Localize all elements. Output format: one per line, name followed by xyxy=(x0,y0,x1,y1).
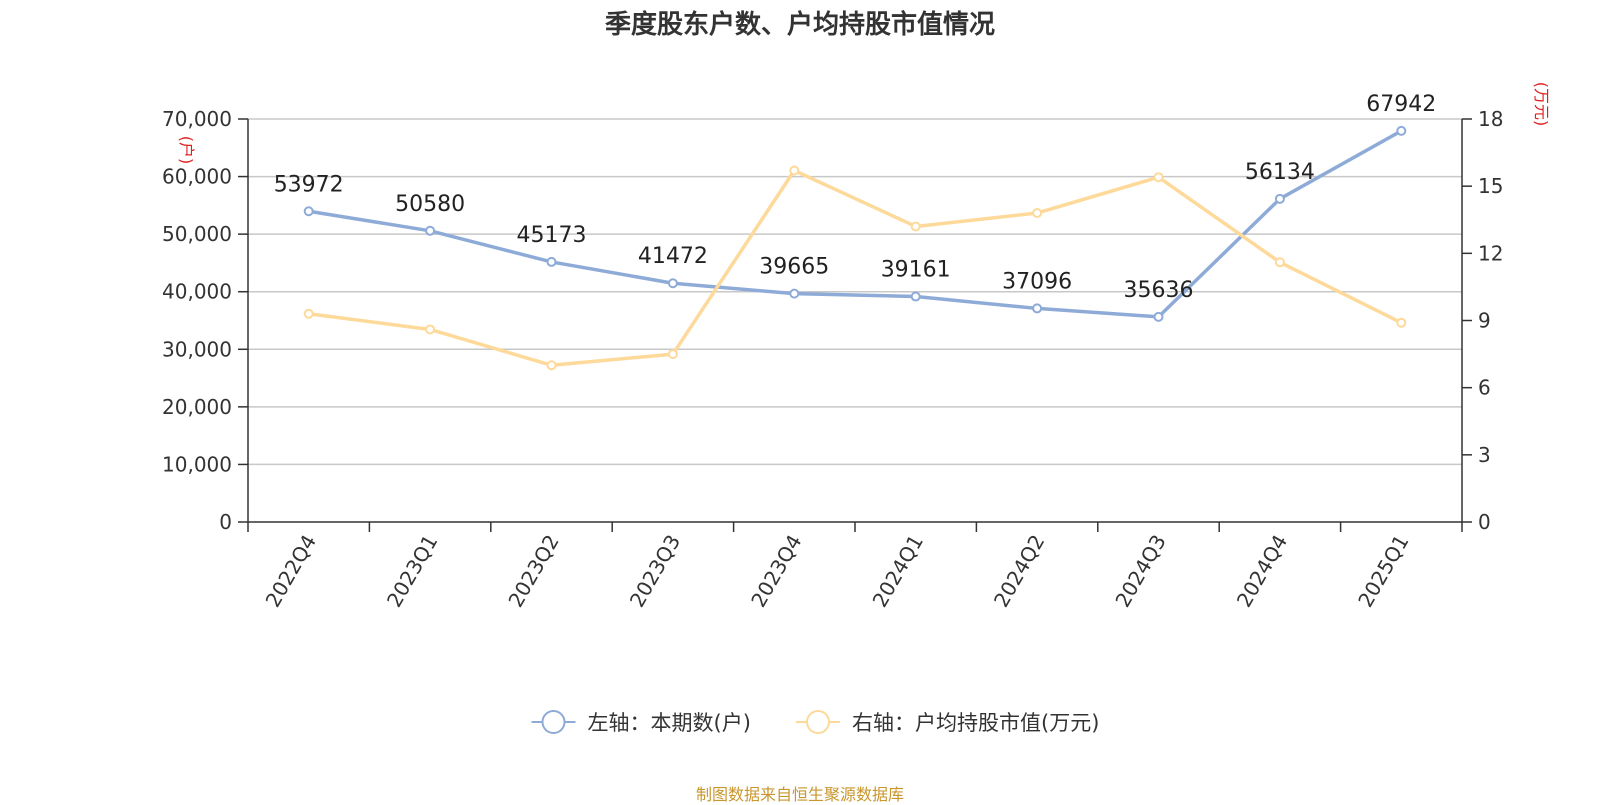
legend: 左轴：本期数(户) 右轴：户均持股市值(万元) xyxy=(531,710,1099,735)
legend-item-2: 右轴：户均持股市值(万元) xyxy=(796,710,1099,735)
left-tick-label: 50,000 xyxy=(162,222,232,246)
data-label: 53972 xyxy=(274,172,344,197)
right-tick-label: 15 xyxy=(1478,174,1503,198)
legend-marker xyxy=(806,710,830,734)
data-point xyxy=(910,291,921,302)
data-point xyxy=(667,349,678,360)
data-point xyxy=(789,288,800,299)
data-point xyxy=(546,256,557,267)
data-point xyxy=(910,221,921,232)
data-point xyxy=(667,278,678,289)
data-point xyxy=(1274,193,1285,204)
data-point xyxy=(1032,208,1043,219)
x-tick-label: 2024Q4 xyxy=(1232,531,1292,612)
right-tick-label: 18 xyxy=(1478,107,1503,131)
left-tick-label: 0 xyxy=(219,510,232,534)
data-point xyxy=(425,324,436,335)
data-label: 45173 xyxy=(517,223,587,248)
data-label: 56134 xyxy=(1245,160,1315,185)
series-line-2 xyxy=(308,168,1403,368)
x-tick-label: 2023Q3 xyxy=(625,531,685,612)
data-label: 39161 xyxy=(881,258,951,283)
right-tick-label: 12 xyxy=(1478,241,1503,265)
data-point xyxy=(546,360,557,371)
chart-title: 季度股东户数、户均持股市值情况 xyxy=(604,10,995,40)
left-tick-label: 20,000 xyxy=(162,395,232,419)
left-axis-unit: (户) xyxy=(177,136,196,165)
data-label: 50580 xyxy=(395,192,465,217)
data-point xyxy=(789,165,800,176)
data-label: 41472 xyxy=(638,244,708,269)
data-point xyxy=(303,308,314,319)
series-line-1 xyxy=(308,129,1403,319)
left-tick-label: 40,000 xyxy=(162,280,232,304)
data-labels: 53972 50580 45173 41472 39665 39161 37096 35636… xyxy=(274,92,1437,303)
data-point xyxy=(1153,172,1164,183)
data-label: 37096 xyxy=(1002,269,1072,294)
legend-marker xyxy=(541,710,566,734)
left-tick-label: 60,000 xyxy=(162,165,232,189)
data-point xyxy=(1032,303,1043,314)
data-point xyxy=(1153,311,1164,322)
right-axis-unit: (万元) xyxy=(1532,82,1551,127)
data-label: 67942 xyxy=(1366,92,1436,117)
right-tick-label: 6 xyxy=(1478,376,1491,400)
legend-item-1: 左轴：本期数(户) xyxy=(531,710,751,735)
x-tick-label: 2023Q1 xyxy=(382,531,442,612)
x-tick-label: 2025Q1 xyxy=(1353,531,1413,612)
right-tick-label: 0 xyxy=(1478,510,1491,534)
left-tick-label: 10,000 xyxy=(162,452,232,476)
left-tick-label: 70,000 xyxy=(162,107,232,131)
data-label: 35636 xyxy=(1124,278,1194,303)
right-tick-label: 3 xyxy=(1478,443,1491,467)
data-point xyxy=(303,206,314,217)
left-tick-label: 30,000 xyxy=(162,337,232,361)
x-tick-label: 2024Q2 xyxy=(989,531,1049,612)
gridlines xyxy=(248,118,1462,466)
source-note: 制图数据来自恒生聚源数据库 xyxy=(695,785,904,804)
x-tick-label: 2024Q1 xyxy=(868,531,928,612)
data-point xyxy=(1274,257,1285,268)
x-tick-label: 2022Q4 xyxy=(261,531,321,612)
data-label: 39665 xyxy=(759,255,829,280)
legend-label: 右轴：户均持股市值(万元) xyxy=(852,711,1099,735)
series-lines xyxy=(303,125,1407,371)
data-point xyxy=(1396,317,1407,328)
x-tick-label: 2024Q3 xyxy=(1110,531,1170,612)
x-tick-label: 2023Q2 xyxy=(503,531,563,612)
data-point xyxy=(425,225,436,236)
right-tick-label: 9 xyxy=(1478,309,1491,333)
x-tick-label: 2023Q4 xyxy=(746,531,806,612)
data-point xyxy=(1396,125,1407,136)
legend-label: 左轴：本期数(户) xyxy=(588,711,751,735)
axes: 0 10,000 20,000 30,000 40,000 50,000 60,000 70,… xyxy=(162,82,1551,611)
